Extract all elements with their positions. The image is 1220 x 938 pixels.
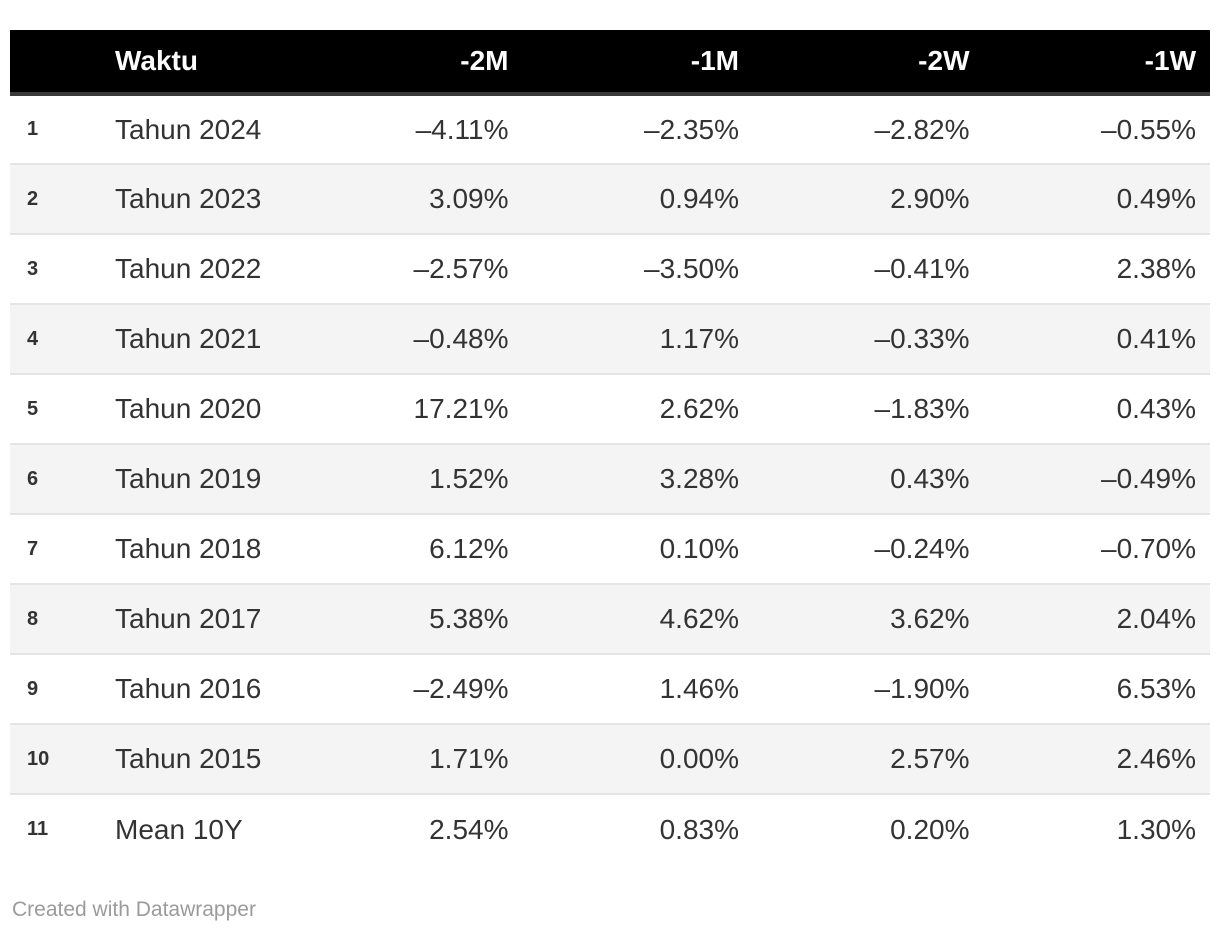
column-header: -1M <box>518 30 749 96</box>
value-cell: 0.83% <box>518 793 749 864</box>
value-cell: 1.30% <box>979 793 1210 864</box>
row-number-cell: 11 <box>10 793 115 864</box>
data-table: Waktu -2M -1M -2W -1W 1 Tahun 2024 –4.11% –2.35… <box>10 30 1210 864</box>
value-cell: –0.41% <box>749 233 980 304</box>
row-label-cell: Tahun 2015 <box>115 723 288 794</box>
row-label-cell: Tahun 2022 <box>115 233 288 304</box>
value-cell: –2.49% <box>288 653 519 724</box>
value-cell: –0.55% <box>1101 113 1196 145</box>
value-cell: 0.94% <box>518 163 749 234</box>
value-cell: 3.62% <box>749 583 980 654</box>
column-header: -2M <box>288 30 519 96</box>
value-cell: 1.17% <box>518 303 749 374</box>
value-cell: –1.90% <box>749 653 980 724</box>
value-cell: 2.04% <box>979 583 1210 654</box>
value-cell: –0.49% <box>979 443 1210 514</box>
row-number-cell: 8 <box>10 583 115 654</box>
row-label-cell: Mean 10Y <box>115 793 288 864</box>
value-cell: 0.43% <box>979 373 1210 444</box>
value-cell: 1.71% <box>288 723 519 794</box>
value-cell: 0.10% <box>518 513 749 584</box>
footer: Created with Datawrapper <box>10 898 1210 922</box>
row-number-cell: 1 <box>27 118 39 140</box>
value-cell: 4.62% <box>518 583 749 654</box>
value-cell: 2.62% <box>518 373 749 444</box>
value-cell: 3.09% <box>288 163 519 234</box>
table-row: 6 Tahun 2019 1.52% 3.28% 0.43% –0.49% <box>10 443 1210 514</box>
table-header: Waktu -2M -1M -2W -1W <box>10 30 1210 96</box>
value-cell: 17.21% <box>288 373 519 444</box>
table-row: 8 Tahun 2017 5.38% 4.62% 3.62% 2.04% <box>10 583 1210 654</box>
row-number-column-header <box>10 30 115 96</box>
datawrapper-credit-link[interactable]: Created with Datawrapper <box>12 898 256 921</box>
value-cell: –0.24% <box>749 513 980 584</box>
value-cell: 0.43% <box>749 443 980 514</box>
table-body: 1 Tahun 2024 –4.11% –2.35% –2.82% –0.55% 2 Tahu… <box>10 94 1210 864</box>
value-cell: 5.38% <box>288 583 519 654</box>
row-label-cell: Tahun 2023 <box>115 163 288 234</box>
row-label-cell: Tahun 2020 <box>115 373 288 444</box>
row-label-cell: Tahun 2017 <box>115 583 288 654</box>
table-header-row: Waktu -2M -1M -2W -1W <box>10 30 1210 96</box>
value-cell: –4.11% <box>415 113 509 145</box>
value-cell: –3.50% <box>518 233 749 304</box>
row-number-cell: 3 <box>10 233 115 304</box>
value-cell: 1.52% <box>288 443 519 514</box>
column-header: Waktu <box>115 30 288 96</box>
value-cell: –2.57% <box>288 233 519 304</box>
value-cell: 1.46% <box>518 653 749 724</box>
row-number-cell: 4 <box>10 303 115 374</box>
row-number-cell: 2 <box>10 163 115 234</box>
value-cell: 6.12% <box>288 513 519 584</box>
row-number-cell: 5 <box>10 373 115 444</box>
value-cell: 0.20% <box>749 793 980 864</box>
value-cell: 6.53% <box>979 653 1210 724</box>
value-cell: –0.70% <box>979 513 1210 584</box>
row-label-cell: Tahun 2018 <box>115 513 288 584</box>
value-cell: 2.57% <box>749 723 980 794</box>
table-row: 10 Tahun 2015 1.71% 0.00% 2.57% 2.46% <box>10 723 1210 794</box>
table-row: 7 Tahun 2018 6.12% 0.10% –0.24% –0.70% <box>10 513 1210 584</box>
table-row: 3 Tahun 2022 –2.57% –3.50% –0.41% 2.38% <box>10 233 1210 304</box>
row-label-cell: Tahun 2024 <box>115 113 262 145</box>
table-row: 1 Tahun 2024 –4.11% –2.35% –2.82% –0.55% <box>10 94 1210 164</box>
row-number-cell: 7 <box>10 513 115 584</box>
table-row: 11 Mean 10Y 2.54% 0.83% 0.20% 1.30% <box>10 793 1210 864</box>
value-cell: 2.54% <box>288 793 519 864</box>
table-row: 5 Tahun 2020 17.21% 2.62% –1.83% 0.43% <box>10 373 1210 444</box>
row-label-cell: Tahun 2016 <box>115 653 288 724</box>
row-number-cell: 10 <box>10 723 115 794</box>
value-cell: 0.49% <box>979 163 1210 234</box>
value-cell: 3.28% <box>518 443 749 514</box>
row-number-cell: 6 <box>10 443 115 514</box>
value-cell: –0.48% <box>288 303 519 374</box>
value-cell: –0.33% <box>749 303 980 374</box>
row-label-cell: Tahun 2019 <box>115 443 288 514</box>
table-row: 9 Tahun 2016 –2.49% 1.46% –1.90% 6.53% <box>10 653 1210 724</box>
column-header: -1W <box>979 30 1210 96</box>
table-row: 4 Tahun 2021 –0.48% 1.17% –0.33% 0.41% <box>10 303 1210 374</box>
row-number-cell: 9 <box>10 653 115 724</box>
value-cell: 2.46% <box>979 723 1210 794</box>
value-cell: 2.38% <box>979 233 1210 304</box>
value-cell: 2.90% <box>749 163 980 234</box>
value-cell: –1.83% <box>749 373 980 444</box>
column-header: -2W <box>749 30 980 96</box>
value-cell: 0.41% <box>979 303 1210 374</box>
value-cell: 0.00% <box>518 723 749 794</box>
table-row: 2 Tahun 2023 3.09% 0.94% 2.90% 0.49% <box>10 163 1210 234</box>
row-label-cell: Tahun 2021 <box>115 303 288 374</box>
value-cell: –2.35% <box>644 113 739 145</box>
value-cell: –2.82% <box>874 113 970 145</box>
